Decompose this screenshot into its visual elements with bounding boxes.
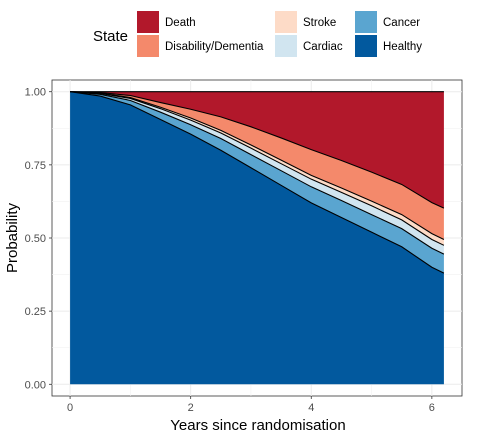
area-healthy [70, 91, 444, 385]
x-tick-label: 0 [67, 402, 73, 414]
legend-key-stroke [275, 11, 297, 33]
boundary-cardiac [70, 91, 445, 246]
x-tick-label: 2 [188, 402, 194, 414]
legend-key-cardiac [275, 35, 297, 57]
legend-label-cancer: Cancer [383, 17, 420, 29]
legend-key-death [137, 11, 159, 33]
y-axis-title: Probability [4, 202, 21, 273]
legend-key-healthy [355, 35, 377, 57]
legend-key-cancer [355, 11, 377, 33]
x-tick-label: 4 [308, 402, 314, 414]
x-tick-label: 6 [429, 402, 435, 414]
y-tick-label: 0.75 [25, 160, 46, 172]
legend-label-healthy: Healthy [383, 41, 422, 53]
legend-label-death: Death [165, 17, 196, 29]
legend-label-stroke: Stroke [303, 17, 336, 29]
boundary-disability-dementia [70, 91, 445, 209]
y-tick-label: 0.50 [25, 233, 46, 245]
boundary-healthy [70, 91, 445, 274]
plot-panel [51, 79, 463, 397]
legend-key-disability-dementia [137, 35, 159, 57]
y-tick-label: 0.25 [25, 306, 46, 318]
boundary-stroke [70, 91, 445, 240]
x-axis: 0 2 4 6 [67, 396, 435, 414]
legend-title: State [93, 28, 128, 45]
legend-label-cardiac: Cardiac [303, 41, 343, 53]
x-axis-title: Years since randomisation [170, 417, 345, 434]
y-tick-label: 0.00 [25, 379, 46, 391]
legend-label-disability-dementia: Disability/Dementia [165, 41, 264, 53]
y-tick-label: 1.00 [25, 87, 46, 99]
area-death [70, 91, 444, 209]
area-boundaries [70, 91, 445, 274]
stacked-areas [70, 91, 444, 385]
boundary-cancer [70, 91, 445, 255]
legend: State Death Disability/Dementia Stroke Card… [93, 11, 422, 57]
y-axis: 0.00 0.25 0.50 0.75 1.00 [25, 87, 52, 391]
